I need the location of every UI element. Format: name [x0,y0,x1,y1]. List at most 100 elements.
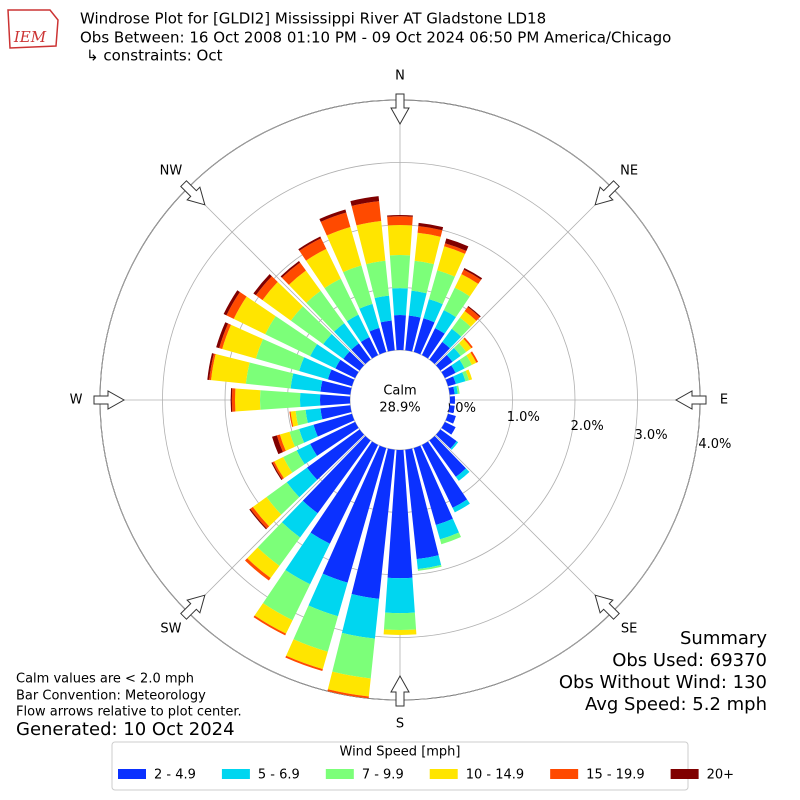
arrow-shape [390,674,410,707]
bar-segment [350,196,380,206]
legend-swatch [325,769,354,779]
bar-segment [453,372,466,384]
bar-segment [429,435,466,477]
bar-segment [470,351,479,363]
bar-segment [411,260,434,294]
bar-segment [417,564,442,571]
compass-arrow [390,674,410,707]
bar-segment [428,270,455,305]
bar-segment [455,468,470,481]
bar-segment [290,373,323,392]
logo-text: IEM [13,28,47,46]
bar-segment [389,255,411,289]
bar-segment [319,394,351,406]
legend-label: 10 - 14.9 [466,768,524,783]
bar-segment [332,632,375,679]
bar-segment [250,506,270,529]
bar-segment [271,462,283,481]
bar-segment [295,409,308,426]
bar-segment [413,318,435,355]
bar-segment [324,278,359,322]
bar-segment [418,222,444,231]
bar-segment [442,328,462,349]
bar-segment [435,310,456,334]
bar-segment [216,322,229,349]
bar-segment [298,236,322,251]
bar-segment [453,385,458,395]
legend-label: 20+ [707,768,734,783]
bar-segment [320,212,351,236]
bar-segment [392,288,408,316]
bar-segment [435,354,453,371]
bar-segment [255,338,305,372]
r-tick-label: 3.0% [635,428,668,443]
bar-segment [408,290,427,318]
bar-segment [405,315,421,352]
arrow-shape [390,93,410,126]
bar-segment [327,671,371,697]
bar-segment [209,353,216,381]
bar-segment [374,295,392,323]
bar-segment [413,445,453,525]
bar-segment [448,386,455,395]
bar-segment [285,655,323,671]
bar-segment [326,226,362,273]
bar-segment [320,405,352,420]
bar-segment [369,327,387,355]
bar-segment [265,316,318,357]
compass-label: E [720,393,728,408]
bar-segment [423,299,443,323]
arrow-shape [594,180,620,206]
legend-swatch [670,769,699,779]
arrow-shape [180,180,206,206]
bar-segment [319,209,347,222]
bar-segment [351,448,395,599]
bar-segment [286,467,318,498]
note: Flow arrows relative to plot center. [16,705,242,720]
bar-segment [276,434,286,453]
bar-segment [450,441,459,450]
constraints: ↳ constraints: Oct [86,47,223,65]
r-tick-label: 4.0% [698,437,731,452]
arrow-shape [594,594,620,620]
bar-segment [262,281,303,321]
bar-segment [417,225,443,237]
bar-segment [421,441,468,508]
bar-segment [421,328,445,359]
bar-segment [444,243,467,254]
bar-segment [458,338,472,352]
compass-label: S [396,717,404,732]
bar-segment [260,390,301,410]
bar-segment [305,248,341,289]
bar-segment [231,388,236,412]
bar-segment [308,573,348,617]
legend-swatch [550,769,579,779]
legend-box [111,741,689,791]
bar-segment [257,522,301,566]
bar-segment [453,343,467,356]
bar-segment [387,216,413,226]
bar-segment [449,396,455,404]
bar-segment [441,365,456,379]
bar-segment [245,558,271,581]
bar-segment [437,246,466,277]
legend-swatch [118,769,146,779]
bar-segment [462,370,470,382]
bar-segment [351,343,371,365]
bar-segment [245,362,294,389]
bar-segment [335,359,359,379]
bar-segment [380,320,395,352]
bar-segment [459,355,472,369]
calm-circle [351,351,449,449]
bar-segment [463,267,483,280]
bar-segment [343,265,373,309]
bar-segment [414,232,441,265]
bar-segment [299,393,321,407]
bar-segment [346,314,370,342]
bar-segment [360,337,379,359]
legend-label: 15 - 19.9 [586,768,644,783]
bar-segment [211,354,250,384]
bar-segment [296,443,318,465]
bar-segment [289,428,305,447]
